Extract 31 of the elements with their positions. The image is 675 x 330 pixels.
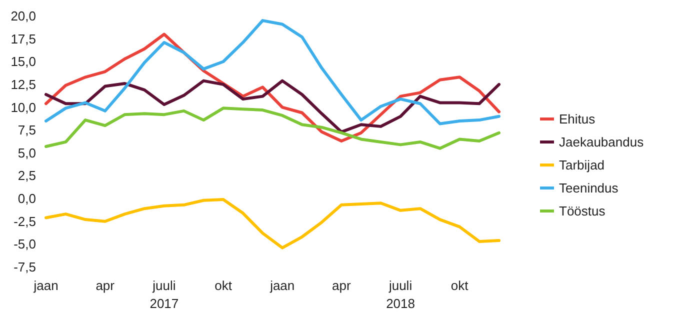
text: 2018 xyxy=(386,296,415,311)
x-tick-label: jaan xyxy=(269,278,295,293)
y-tick-label: 0,0 xyxy=(18,191,36,206)
legend-label: Ehitus xyxy=(559,112,596,126)
y-tick-label: -2,5 xyxy=(14,214,36,229)
y-tick-label: 20,0 xyxy=(10,8,36,24)
line-series xyxy=(44,106,500,150)
y-tick-label: 5,0 xyxy=(18,145,36,160)
y-tick-label: 10,0 xyxy=(10,100,36,115)
y-tick-label: -7,5 xyxy=(14,260,36,274)
x-tick-label: apr xyxy=(332,278,352,293)
y-tick-label: 17,5 xyxy=(10,31,36,46)
line-series xyxy=(44,19,500,126)
text: 2017 xyxy=(150,296,179,311)
x-tick-label: juuli xyxy=(152,278,176,293)
y-tick-label: 15,0 xyxy=(10,54,36,70)
y-tick-label: 7,5 xyxy=(18,122,36,138)
y-tick-label: -5,0 xyxy=(14,236,36,252)
legend-label: Tarbijad xyxy=(559,158,605,172)
legend-label: Tööstus xyxy=(559,204,606,218)
y-tick-label: 2,5 xyxy=(18,168,36,184)
x-tick-label: jaan xyxy=(32,278,58,293)
legend-label: Teenindus xyxy=(559,180,619,196)
line-series xyxy=(44,198,500,250)
x-tick-label: apr xyxy=(96,278,116,293)
y-tick-label: 12,5 xyxy=(10,76,36,92)
x-tick-label: okt xyxy=(214,278,232,293)
x-tick-label: okt xyxy=(450,278,469,293)
legend-label: Jaekaubandus xyxy=(559,134,644,150)
line-series xyxy=(44,79,500,134)
x-tick-label: juuli xyxy=(388,278,412,293)
